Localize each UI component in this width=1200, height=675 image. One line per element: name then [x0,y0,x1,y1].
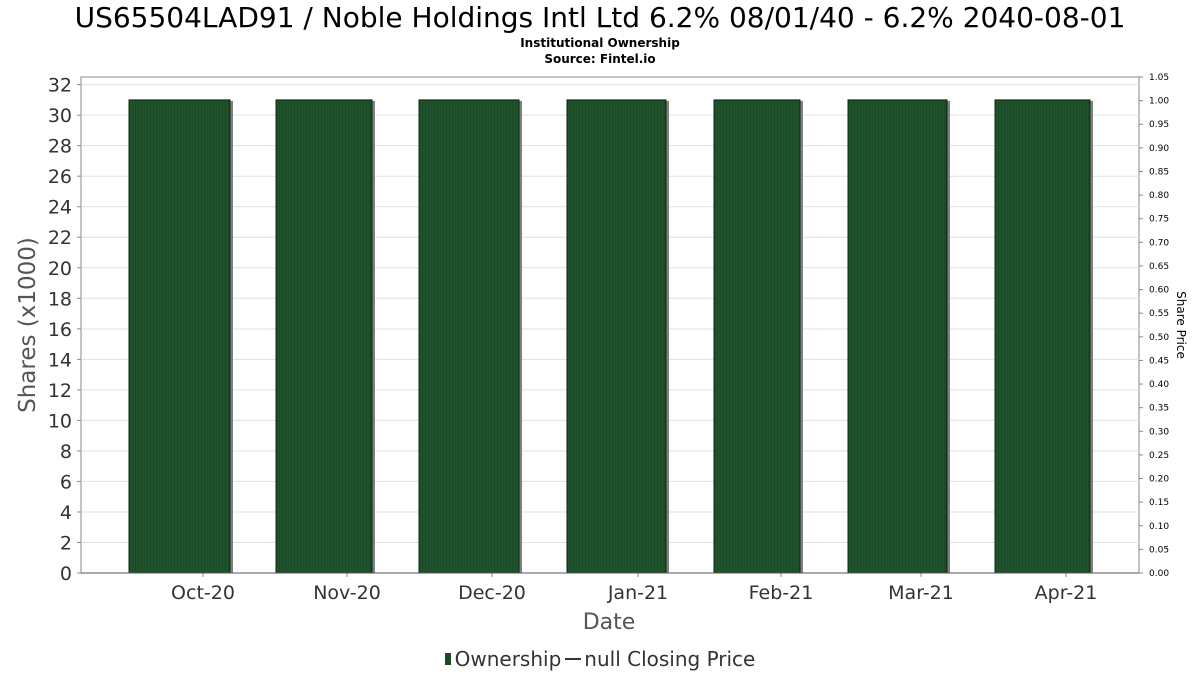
y2-tick-label: 0.15 [1149,498,1169,508]
y-tick-label: 14 [48,349,72,371]
chart-source: Source: Fintel.io [544,52,656,66]
y-tick-label: 6 [60,471,72,493]
y2-tick-label: 0.75 [1149,215,1169,225]
bar-series-ownership [128,99,1093,574]
y2-tick-label: 0.35 [1149,404,1169,414]
y2-tick-label: 0.45 [1149,356,1169,366]
y-axis-right: 0.00 0.05 0.10 0.15 0.20 0.25 0.30 0.35 0.40 0.45… [1139,73,1169,579]
bar-texture [277,100,369,573]
chart-subtitle: Institutional Ownership [520,36,680,50]
bar-texture [130,100,228,573]
x-tick-label: Feb-21 [749,582,814,604]
y-tick-label: 24 [48,197,72,219]
price-legend-line [565,658,582,660]
x-tick-label: Oct-20 [171,582,235,604]
y2-tick-label: 0.80 [1149,191,1169,201]
x-tick-label: Jan-21 [607,582,668,604]
y-tick-label: 16 [48,319,72,341]
y2-tick-label: 0.30 [1149,427,1169,437]
bar-texture [849,100,944,573]
y2-tick-label: 1.05 [1149,73,1169,83]
y2-tick-label: 1.00 [1149,97,1169,107]
y2-tick-label: 0.05 [1149,545,1169,555]
y-tick-label: 32 [48,75,72,97]
x-tick-label: Nov-20 [313,582,381,604]
y-tick-label: 28 [48,136,72,158]
y-tick-label: 26 [48,166,72,188]
bar-texture [715,100,798,573]
y2-tick-label: 0.85 [1149,167,1169,177]
ownership-legend-swatch [444,653,451,665]
y-tick-label: 4 [60,502,72,524]
y2-tick-label: 0.90 [1149,144,1169,154]
y-tick-label: 10 [48,410,72,432]
y2-tick-label: 0.65 [1149,262,1169,272]
bar-texture [996,100,1088,573]
y2-tick-label: 0.20 [1149,475,1169,485]
y2-tick-label: 0.00 [1149,569,1169,579]
y-tick-label: 12 [48,380,72,402]
bar [713,99,801,574]
x-axis-label: Date [583,610,636,635]
y2-tick-label: 0.40 [1149,380,1169,390]
y-tick-label: 18 [48,288,72,310]
y-tick-label: 2 [60,532,72,554]
bar-texture [420,100,518,573]
chart-title: US65504LAD91 / Noble Holdings Intl Ltd 6… [74,1,1126,34]
y2-tick-label: 0.25 [1149,451,1169,461]
bar-texture [568,100,663,573]
y2-tick-label: 0.60 [1149,286,1169,296]
y-tick-label: 20 [48,258,72,280]
x-tick-label: Apr-21 [1035,582,1098,604]
y2-tick-label: 0.95 [1149,120,1169,130]
x-tick-label: Mar-21 [888,582,954,604]
x-tick-label: Dec-20 [458,582,526,604]
y-tick-label: 0 [60,563,72,585]
y-tick-label: 22 [48,227,72,249]
y2-tick-label: 0.10 [1149,522,1169,532]
y-tick-label: 30 [48,105,72,127]
price-legend-label: null Closing Price [584,647,756,671]
y2-axis-label: Share Price [1174,291,1188,359]
y2-tick-label: 0.70 [1149,238,1169,248]
y2-tick-label: 0.50 [1149,333,1169,343]
y-tick-label: 8 [60,441,72,463]
y-axis-label: Shares (x1000) [15,237,41,413]
y2-tick-label: 0.55 [1149,309,1169,319]
x-axis: Oct-20 Nov-20 Dec-20 Jan-21 Feb-21 Mar-21 Apr-… [81,572,1139,604]
legend: Ownership null Closing Price [0,646,1200,672]
ownership-legend-label: Ownership [454,647,562,671]
